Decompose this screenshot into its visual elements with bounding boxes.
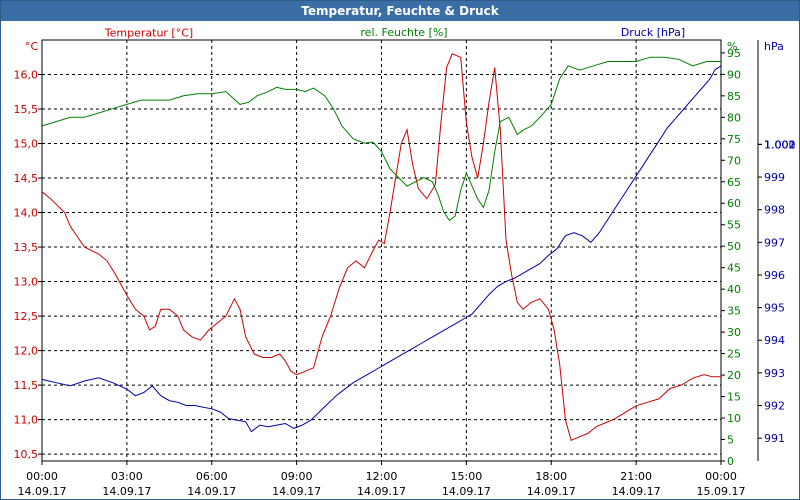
x-tick-label-time: 06:00 [196, 470, 228, 483]
temp-tick-label: 13,5 [14, 241, 39, 254]
hum-tick-label: 60 [727, 197, 741, 210]
x-tick-label-date: 14.09.17 [612, 485, 661, 498]
series-line-hum [41, 56, 721, 222]
temp-tick-label: 15,0 [14, 138, 39, 151]
x-tick-label-date: 14.09.17 [272, 485, 321, 498]
hum-tick-label: 50 [727, 240, 741, 253]
hum-tick-label: 65 [727, 176, 741, 189]
temp-tick-label: 15,5 [14, 103, 39, 116]
hum-tick-label: 25 [727, 348, 741, 361]
hum-tick-label: 15 [727, 391, 741, 404]
press-tick-label: 993 [764, 367, 785, 380]
hum-tick-label: 85 [727, 90, 741, 103]
hum-unit-label: % [727, 40, 737, 53]
x-tick-label-date: 14.09.17 [442, 485, 491, 498]
series-line-press [41, 65, 722, 433]
temp-tick-label: 10,5 [14, 448, 39, 461]
x-tick-label-time: 18:00 [535, 470, 567, 483]
x-tick-label-date: 14.09.17 [187, 485, 236, 498]
press-tick-label: 995 [764, 302, 785, 315]
press-unit-label: hPa [764, 40, 784, 53]
press-tick-label: 996 [764, 269, 785, 282]
hum-tick-label: 80 [727, 111, 741, 124]
hum-tick-label: 75 [727, 133, 741, 146]
press-tick-label: 992 [764, 400, 785, 413]
temp-tick-label: 11,0 [14, 414, 39, 427]
press-tick-label: 999 [764, 171, 785, 184]
series-line-temp [41, 53, 721, 441]
hum-tick-label: 0 [727, 455, 734, 468]
x-tick-label-time: 12:00 [366, 470, 398, 483]
hum-tick-label: 30 [727, 326, 741, 339]
press-tick-label: 998 [764, 204, 785, 217]
hum-tick-label: 10 [727, 412, 741, 425]
hum-legend: rel. Feuchte [%] [360, 26, 447, 39]
chart-area: 00:00 14.09.17 03:00 14.09.17 06:00 14.09.17 0… [14, 26, 796, 498]
x-tick-label-date: 14.09.17 [527, 485, 576, 498]
hum-tick-label: 90 [727, 68, 741, 81]
x-tick-label-date: 14.09.17 [357, 485, 406, 498]
x-tick-label-date: 15.09.17 [697, 485, 746, 498]
hum-tick-label: 20 [727, 369, 741, 382]
press-tick-label: 994 [764, 334, 785, 347]
x-tick-label-time: 21:00 [620, 470, 652, 483]
x-tick-label-date: 14.09.17 [18, 485, 67, 498]
hum-tick-label: 95 [727, 47, 741, 60]
temp-tick-label: 12,5 [14, 310, 39, 323]
series-layer [41, 53, 722, 441]
press-tick-label: 997 [764, 236, 785, 249]
temp-tick-label: 14,5 [14, 172, 39, 185]
x-tick-label-time: 15:00 [451, 470, 483, 483]
press-tick-label: 1.002 [764, 138, 796, 151]
grid [41, 39, 722, 462]
hum-tick-label: 35 [727, 305, 741, 318]
press-tick-label: 1.001 [764, 138, 796, 151]
axes-layer: 00:00 14.09.17 03:00 14.09.17 06:00 14.09.17 0… [14, 26, 796, 498]
temp-tick-label: 12,0 [14, 345, 39, 358]
hum-tick-label: 45 [727, 262, 741, 275]
x-tick-label-time: 00:00 [705, 470, 737, 483]
x-tick-label-time: 03:00 [111, 470, 143, 483]
press-tick-label: 1.000 [764, 138, 796, 151]
temp-tick-label: 14,0 [14, 207, 39, 220]
hum-tick-label: 40 [727, 283, 741, 296]
temp-legend: Temperatur [°C] [104, 27, 193, 40]
press-tick-label: 991 [764, 432, 785, 445]
x-tick-label-time: 09:00 [281, 470, 313, 483]
hum-tick-label: 55 [727, 219, 741, 232]
temp-tick-label: 16,0 [14, 69, 39, 82]
hum-tick-label: 5 [727, 434, 734, 447]
x-tick-label-date: 14.09.17 [102, 485, 151, 498]
x-tick-label-time: 00:00 [26, 470, 58, 483]
press-legend: Druck [hPa] [621, 26, 685, 39]
window-title: Temperatur, Feuchte & Druck [1, 1, 799, 21]
temp-tick-label: 13,0 [14, 276, 39, 289]
temp-unit-label: °C [25, 40, 39, 53]
hum-tick-label: 70 [727, 154, 741, 167]
temp-tick-label: 11,5 [14, 379, 39, 392]
